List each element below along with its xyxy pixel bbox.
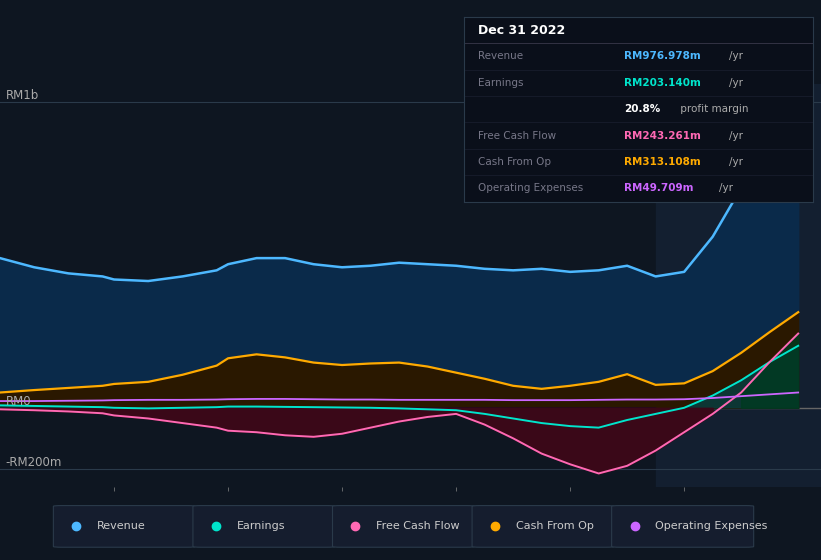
Text: Earnings: Earnings (478, 78, 523, 88)
Text: /yr: /yr (729, 130, 743, 141)
Text: Dec 31 2022: Dec 31 2022 (478, 24, 565, 36)
Text: Operating Expenses: Operating Expenses (655, 521, 768, 531)
FancyBboxPatch shape (53, 506, 195, 547)
Text: Revenue: Revenue (97, 521, 145, 531)
Text: /yr: /yr (718, 184, 732, 193)
FancyBboxPatch shape (612, 506, 754, 547)
FancyBboxPatch shape (472, 506, 614, 547)
Text: Earnings: Earnings (236, 521, 285, 531)
Text: RM1b: RM1b (6, 90, 39, 102)
Text: RM313.108m: RM313.108m (624, 157, 701, 167)
Text: RM243.261m: RM243.261m (624, 130, 701, 141)
Text: RM0: RM0 (6, 395, 31, 408)
FancyBboxPatch shape (193, 506, 335, 547)
Text: /yr: /yr (729, 52, 743, 62)
Text: Free Cash Flow: Free Cash Flow (376, 521, 460, 531)
FancyBboxPatch shape (333, 506, 475, 547)
Text: Operating Expenses: Operating Expenses (478, 184, 583, 193)
Text: Free Cash Flow: Free Cash Flow (478, 130, 556, 141)
Text: RM49.709m: RM49.709m (624, 184, 694, 193)
Bar (656, 84, 821, 487)
Text: RM203.140m: RM203.140m (624, 78, 701, 88)
Text: RM976.978m: RM976.978m (624, 52, 701, 62)
Text: -RM200m: -RM200m (6, 456, 62, 469)
Text: 20.8%: 20.8% (624, 104, 661, 114)
Text: /yr: /yr (729, 157, 743, 167)
Text: Cash From Op: Cash From Op (478, 157, 551, 167)
Text: Revenue: Revenue (478, 52, 523, 62)
Text: /yr: /yr (729, 78, 743, 88)
Text: profit margin: profit margin (677, 104, 748, 114)
Text: Cash From Op: Cash From Op (516, 521, 594, 531)
